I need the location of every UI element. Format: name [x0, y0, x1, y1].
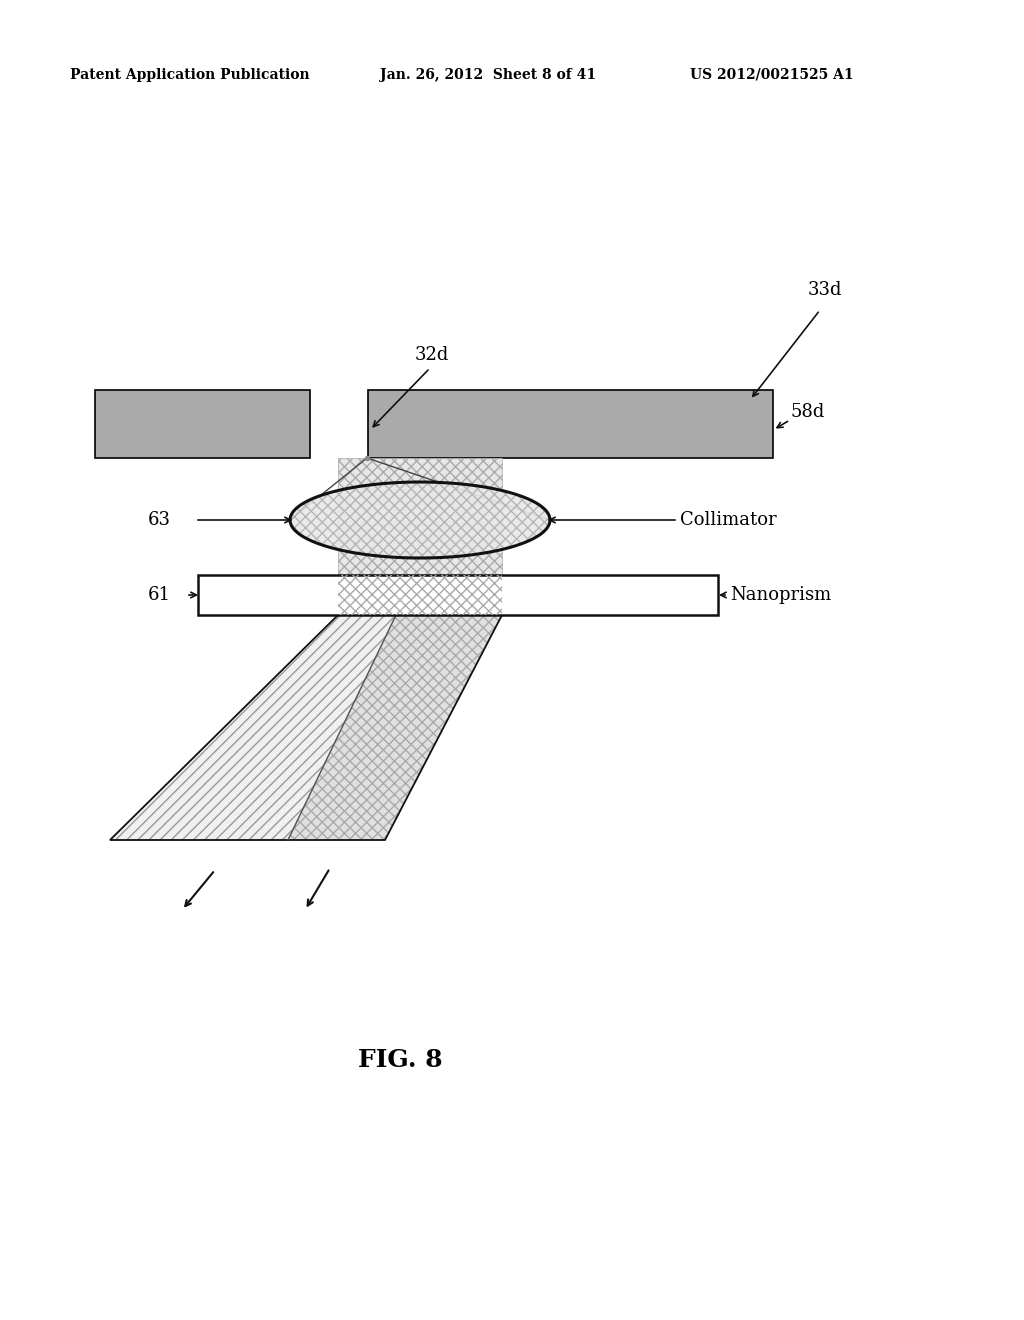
- Text: Collimator: Collimator: [680, 511, 776, 529]
- Bar: [338, 576, 502, 615]
- Text: 33d: 33d: [808, 281, 843, 300]
- Bar: [95, 389, 310, 458]
- Polygon shape: [110, 615, 396, 840]
- Bar: [368, 389, 773, 458]
- Text: Patent Application Publication: Patent Application Publication: [70, 69, 309, 82]
- Text: US 2012/0021525 A1: US 2012/0021525 A1: [690, 69, 854, 82]
- Bar: [198, 576, 718, 615]
- Text: Jan. 26, 2012  Sheet 8 of 41: Jan. 26, 2012 Sheet 8 of 41: [380, 69, 596, 82]
- Text: 61: 61: [148, 586, 171, 605]
- Polygon shape: [288, 615, 502, 840]
- Text: Nanoprism: Nanoprism: [730, 586, 831, 605]
- Text: 63: 63: [148, 511, 171, 529]
- Polygon shape: [338, 458, 502, 576]
- Polygon shape: [290, 482, 550, 558]
- Text: 58d: 58d: [790, 403, 824, 421]
- Text: 32d: 32d: [415, 346, 450, 364]
- Text: FIG. 8: FIG. 8: [357, 1048, 442, 1072]
